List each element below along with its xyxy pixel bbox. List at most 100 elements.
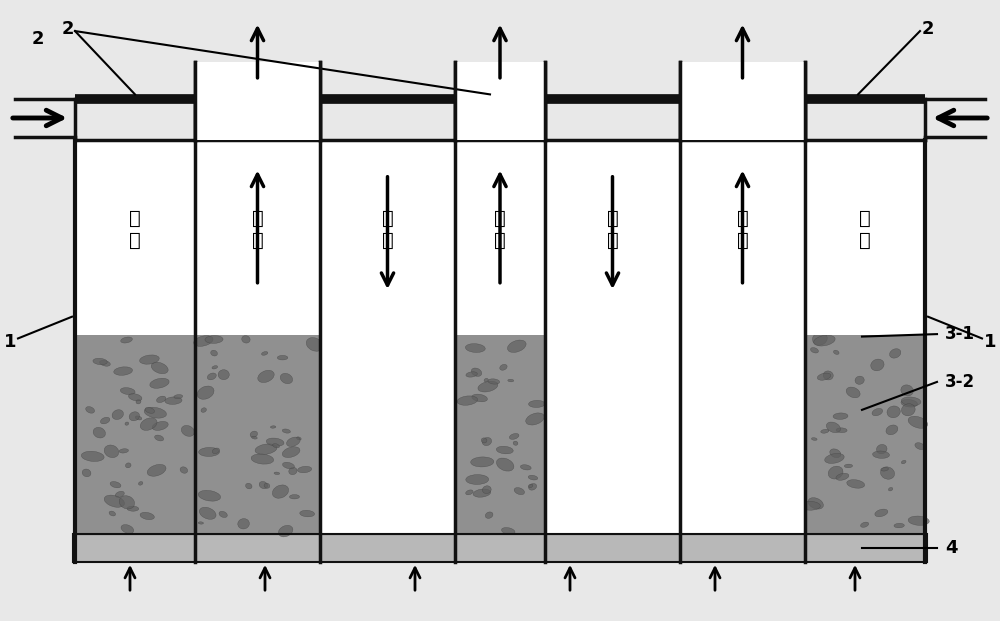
Text: 热
水: 热 水 — [252, 209, 263, 250]
Ellipse shape — [100, 360, 110, 366]
Ellipse shape — [289, 494, 300, 499]
Ellipse shape — [119, 449, 128, 453]
Ellipse shape — [125, 463, 131, 468]
Ellipse shape — [836, 473, 849, 480]
Ellipse shape — [826, 422, 840, 433]
Ellipse shape — [199, 448, 220, 456]
Bar — [546, 335, 679, 534]
Ellipse shape — [875, 509, 888, 517]
Ellipse shape — [121, 525, 134, 533]
Ellipse shape — [120, 388, 135, 394]
Ellipse shape — [888, 487, 893, 491]
Ellipse shape — [144, 407, 166, 418]
Ellipse shape — [472, 394, 487, 402]
Bar — [456, 140, 544, 335]
Ellipse shape — [823, 371, 833, 380]
Bar — [76, 140, 194, 335]
Ellipse shape — [278, 525, 293, 537]
Ellipse shape — [814, 335, 835, 346]
Bar — [73, 534, 927, 562]
Bar — [196, 335, 319, 534]
Ellipse shape — [258, 370, 274, 383]
Bar — [546, 140, 679, 335]
Ellipse shape — [485, 512, 493, 519]
Text: 热
水: 热 水 — [737, 209, 748, 250]
Text: 4: 4 — [945, 539, 958, 556]
Bar — [806, 335, 924, 534]
Ellipse shape — [488, 379, 500, 384]
Ellipse shape — [212, 366, 218, 369]
Ellipse shape — [520, 465, 531, 470]
Ellipse shape — [125, 422, 129, 425]
Ellipse shape — [287, 437, 300, 446]
Ellipse shape — [500, 365, 507, 370]
Ellipse shape — [272, 485, 289, 498]
Ellipse shape — [901, 460, 906, 464]
Ellipse shape — [212, 448, 220, 454]
Text: 2: 2 — [922, 20, 934, 38]
Ellipse shape — [496, 458, 514, 471]
Ellipse shape — [136, 399, 141, 404]
Ellipse shape — [264, 483, 270, 488]
Ellipse shape — [282, 446, 300, 458]
Ellipse shape — [496, 446, 513, 454]
Ellipse shape — [526, 413, 544, 425]
Text: 2: 2 — [32, 30, 44, 47]
Ellipse shape — [847, 479, 865, 488]
Ellipse shape — [800, 501, 820, 510]
Bar — [681, 62, 804, 140]
Ellipse shape — [197, 386, 214, 399]
Ellipse shape — [112, 410, 123, 420]
Ellipse shape — [830, 449, 841, 458]
Ellipse shape — [270, 426, 276, 428]
Ellipse shape — [119, 496, 135, 509]
Ellipse shape — [881, 468, 888, 471]
Ellipse shape — [872, 409, 883, 415]
Ellipse shape — [152, 422, 168, 430]
Ellipse shape — [811, 438, 817, 440]
Ellipse shape — [150, 378, 169, 388]
Ellipse shape — [812, 332, 827, 345]
Bar — [806, 140, 924, 335]
Ellipse shape — [199, 507, 216, 519]
Text: 2: 2 — [62, 20, 74, 38]
Ellipse shape — [201, 408, 206, 412]
Ellipse shape — [471, 457, 494, 467]
Ellipse shape — [194, 335, 213, 347]
Ellipse shape — [155, 435, 164, 441]
Ellipse shape — [880, 467, 895, 479]
Ellipse shape — [481, 438, 487, 443]
Ellipse shape — [140, 418, 157, 430]
Ellipse shape — [280, 373, 293, 384]
Ellipse shape — [296, 437, 301, 440]
Ellipse shape — [274, 472, 280, 474]
Ellipse shape — [135, 416, 142, 420]
Ellipse shape — [289, 468, 297, 474]
Ellipse shape — [825, 453, 844, 463]
Ellipse shape — [855, 376, 864, 384]
Bar — [321, 140, 454, 335]
Ellipse shape — [846, 387, 860, 398]
Ellipse shape — [808, 497, 823, 509]
Ellipse shape — [473, 489, 491, 497]
Ellipse shape — [466, 490, 473, 495]
Text: 1: 1 — [984, 333, 996, 350]
Ellipse shape — [198, 522, 203, 524]
Ellipse shape — [871, 359, 884, 371]
Ellipse shape — [861, 522, 869, 527]
Ellipse shape — [140, 512, 154, 520]
Ellipse shape — [529, 484, 537, 490]
Ellipse shape — [844, 464, 853, 468]
Ellipse shape — [887, 406, 900, 418]
Ellipse shape — [100, 417, 110, 424]
Ellipse shape — [901, 397, 921, 406]
Ellipse shape — [478, 381, 498, 392]
Ellipse shape — [151, 362, 168, 374]
Ellipse shape — [457, 396, 478, 406]
Ellipse shape — [915, 443, 925, 450]
Ellipse shape — [127, 506, 139, 511]
Ellipse shape — [908, 416, 928, 428]
Ellipse shape — [251, 454, 274, 464]
Ellipse shape — [466, 474, 489, 484]
Ellipse shape — [121, 337, 132, 343]
